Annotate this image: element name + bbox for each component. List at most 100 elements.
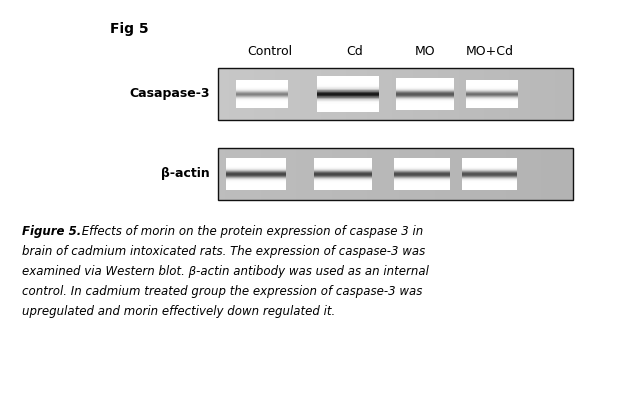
Bar bbox=[226, 176, 286, 177]
Text: examined via Western blot. β-actin antibody was used as an internal: examined via Western blot. β-actin antib… bbox=[22, 265, 429, 278]
Bar bbox=[396, 99, 454, 100]
Bar bbox=[317, 89, 379, 90]
Bar bbox=[456, 68, 459, 120]
Bar bbox=[371, 148, 374, 200]
Bar bbox=[461, 174, 516, 175]
Bar bbox=[502, 68, 506, 120]
Bar bbox=[396, 108, 454, 109]
Bar bbox=[314, 189, 372, 190]
Bar bbox=[461, 161, 516, 162]
Bar bbox=[271, 68, 275, 120]
Bar bbox=[226, 189, 286, 190]
Bar bbox=[466, 96, 518, 97]
Bar bbox=[314, 148, 318, 200]
Bar bbox=[461, 189, 516, 190]
Text: Cd: Cd bbox=[347, 45, 363, 58]
Bar bbox=[364, 68, 367, 120]
Bar bbox=[394, 179, 450, 180]
Bar bbox=[378, 68, 381, 120]
Bar bbox=[317, 111, 379, 112]
Bar bbox=[538, 68, 541, 120]
Bar bbox=[317, 82, 379, 83]
Bar bbox=[321, 148, 324, 200]
Bar bbox=[385, 68, 388, 120]
Bar bbox=[353, 68, 356, 120]
Bar bbox=[552, 68, 555, 120]
Bar bbox=[466, 99, 518, 100]
Bar bbox=[396, 81, 454, 82]
Bar bbox=[396, 100, 454, 101]
Bar bbox=[466, 81, 518, 82]
Bar bbox=[466, 82, 518, 83]
Bar bbox=[438, 148, 442, 200]
Bar bbox=[562, 148, 566, 200]
Bar bbox=[509, 68, 512, 120]
Bar bbox=[466, 106, 518, 107]
Bar bbox=[402, 68, 406, 120]
Bar bbox=[226, 165, 286, 166]
Bar bbox=[243, 148, 246, 200]
Bar bbox=[236, 89, 288, 90]
Bar bbox=[520, 148, 523, 200]
Bar bbox=[461, 180, 516, 181]
Bar bbox=[236, 102, 288, 103]
Bar bbox=[346, 148, 349, 200]
Bar bbox=[394, 189, 450, 190]
Bar bbox=[328, 148, 332, 200]
Bar bbox=[544, 148, 548, 200]
Bar bbox=[562, 68, 566, 120]
Bar bbox=[226, 164, 286, 165]
Bar bbox=[317, 81, 379, 82]
Bar bbox=[317, 102, 379, 103]
Bar bbox=[236, 99, 288, 100]
Bar bbox=[466, 83, 518, 84]
Bar bbox=[385, 148, 388, 200]
Bar bbox=[226, 179, 286, 180]
Bar bbox=[226, 167, 286, 168]
Bar bbox=[392, 148, 396, 200]
Bar bbox=[226, 168, 286, 169]
Bar bbox=[324, 148, 328, 200]
Bar bbox=[317, 77, 379, 78]
Bar bbox=[474, 148, 477, 200]
Bar bbox=[502, 148, 506, 200]
Bar bbox=[516, 68, 520, 120]
Bar bbox=[461, 175, 516, 176]
Bar bbox=[445, 148, 449, 200]
Bar bbox=[461, 178, 516, 179]
Bar bbox=[466, 85, 518, 86]
Bar bbox=[438, 68, 442, 120]
Bar bbox=[261, 148, 264, 200]
Bar bbox=[394, 163, 450, 164]
Bar bbox=[232, 68, 236, 120]
Bar bbox=[236, 96, 288, 97]
Bar bbox=[394, 168, 450, 169]
Bar bbox=[541, 68, 544, 120]
Bar bbox=[461, 181, 516, 182]
Bar bbox=[328, 68, 332, 120]
Bar bbox=[314, 180, 372, 181]
Bar bbox=[491, 68, 495, 120]
Bar bbox=[396, 78, 454, 79]
Bar bbox=[396, 148, 399, 200]
Bar bbox=[261, 68, 264, 120]
Bar bbox=[317, 92, 379, 93]
Bar bbox=[488, 68, 491, 120]
Bar bbox=[396, 68, 399, 120]
Bar bbox=[506, 148, 509, 200]
Bar bbox=[396, 89, 454, 90]
Bar bbox=[477, 148, 481, 200]
Bar bbox=[282, 68, 286, 120]
Bar bbox=[466, 91, 518, 92]
Bar bbox=[317, 87, 379, 88]
Text: brain of cadmium intoxicated rats. The expression of caspase-3 was: brain of cadmium intoxicated rats. The e… bbox=[22, 245, 425, 258]
Bar bbox=[317, 109, 379, 110]
Bar bbox=[431, 148, 434, 200]
Bar bbox=[442, 148, 445, 200]
Bar bbox=[236, 90, 288, 91]
Bar bbox=[254, 148, 257, 200]
Bar bbox=[374, 148, 378, 200]
Bar bbox=[332, 148, 335, 200]
Bar bbox=[360, 68, 364, 120]
Bar bbox=[236, 103, 288, 104]
